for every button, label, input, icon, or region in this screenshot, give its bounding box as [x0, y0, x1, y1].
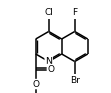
Text: Br: Br: [70, 76, 80, 85]
Text: F: F: [72, 8, 77, 17]
Text: O: O: [47, 65, 54, 74]
Text: O: O: [32, 80, 39, 89]
Text: Cl: Cl: [44, 8, 53, 17]
Text: N: N: [45, 57, 52, 66]
